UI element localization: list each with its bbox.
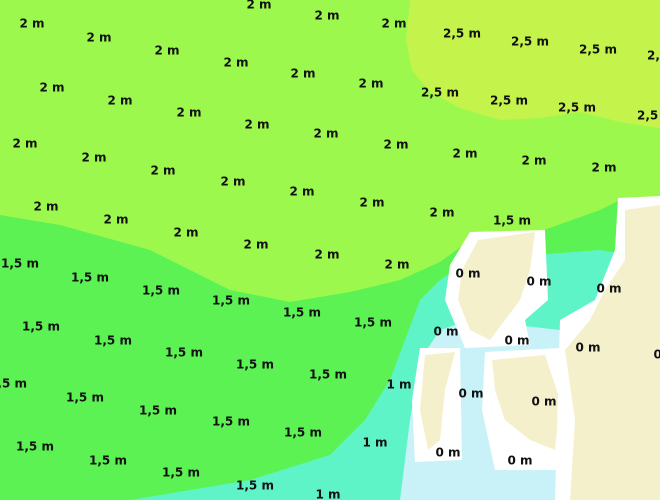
wave-height-label: 0 m (653, 348, 660, 362)
wave-height-label: 0 m (575, 341, 600, 355)
wave-height-label: 2 m (244, 118, 269, 132)
wave-height-label: 1 m (386, 378, 411, 392)
wave-height-label: 2 m (289, 185, 314, 199)
wave-height-label: 2 m (290, 67, 315, 81)
wave-height-label: 1 m (315, 488, 340, 500)
wave-height-label: 0 m (433, 325, 458, 339)
land (565, 205, 660, 500)
wave-height-label: 0 m (435, 446, 460, 460)
wave-height-label: 2 m (246, 0, 271, 12)
wave-height-label: 2 m (429, 206, 454, 220)
wave-height-label: 2 m (19, 17, 44, 31)
wave-height-label: 0 m (526, 275, 551, 289)
sea-2-5m (406, 0, 660, 128)
wave-height-label: 2,5 m (558, 101, 596, 115)
wave-height-label: 2 m (383, 138, 408, 152)
wave-height-label: 2,5 m (579, 43, 617, 57)
wave-height-label: 1,5 m (0, 377, 27, 391)
wave-height-label: 1,5 m (89, 454, 127, 468)
wave-height-label: 0 m (596, 282, 621, 296)
wave-height-label: 2 m (358, 77, 383, 91)
land (458, 232, 535, 340)
wave-height-label: 2 m (150, 164, 175, 178)
wave-height-label: 2,5 m (443, 27, 481, 41)
wave-height-label: 1,5 m (309, 368, 347, 382)
wave-height-label: 1,5 m (354, 316, 392, 330)
wave-height-label: 2 m (154, 44, 179, 58)
wave-height-label: 2 m (12, 137, 37, 151)
wave-height-label: 2 m (39, 81, 64, 95)
wave-height-label: 2 m (243, 238, 268, 252)
wave-height-label: 2 m (220, 175, 245, 189)
wave-height-label: 2,5 m (511, 35, 549, 49)
wave-height-label: 1,5 m (493, 214, 531, 228)
wave-height-label: 2,5 m (637, 109, 660, 123)
wave-height-label: 2 m (314, 9, 339, 23)
wave-height-label: 0 m (531, 395, 556, 409)
wave-height-label: 1,5 m (16, 440, 54, 454)
wave-height-label: 1,5 m (236, 358, 274, 372)
wave-height-label: 1,5 m (283, 306, 321, 320)
land (420, 352, 455, 450)
land (492, 355, 560, 450)
wave-height-label: 1,5 m (71, 271, 109, 285)
wave-height-label: 2 m (452, 147, 477, 161)
wave-height-label: 2 m (591, 161, 616, 175)
wave-height-label: 2,5 m (647, 49, 660, 63)
wave-height-label: 1,5 m (1, 257, 39, 271)
wave-height-label: 1,5 m (139, 404, 177, 418)
wave-height-label: 0 m (455, 267, 480, 281)
wave-height-label: 1,5 m (212, 415, 250, 429)
wave-height-label: 2 m (33, 200, 58, 214)
wave-height-label: 1,5 m (94, 334, 132, 348)
wave-height-label: 1,5 m (22, 320, 60, 334)
wave-height-label: 1,5 m (212, 294, 250, 308)
wave-height-label: 2 m (521, 154, 546, 168)
wave-height-label: 1,5 m (66, 391, 104, 405)
wave-height-label: 2 m (359, 196, 384, 210)
wave-height-label: 2,5 m (421, 86, 459, 100)
wave-height-label: 2 m (381, 17, 406, 31)
wave-height-label: 1,5 m (165, 346, 203, 360)
wave-height-label: 0 m (504, 334, 529, 348)
wave-height-label: 0 m (458, 387, 483, 401)
wave-height-label: 1,5 m (162, 466, 200, 480)
wave-height-label: 2 m (314, 248, 339, 262)
wave-height-label: 2 m (107, 94, 132, 108)
wave-height-label: 1 m (362, 436, 387, 450)
wave-height-label: 2 m (176, 106, 201, 120)
wave-height-label: 2 m (223, 56, 248, 70)
wave-height-label: 0 m (507, 454, 532, 468)
wave-height-label: 1,5 m (284, 426, 322, 440)
wave-height-label: 2 m (384, 258, 409, 272)
wave-height-label: 1,5 m (236, 479, 274, 493)
wave-height-label: 2 m (103, 213, 128, 227)
wave-height-label: 2 m (86, 31, 111, 45)
wave-height-label: 1,5 m (142, 284, 180, 298)
wave-height-label: 2 m (173, 226, 198, 240)
wave-height-label: 2,5 m (490, 94, 528, 108)
wave-height-label: 2 m (313, 127, 338, 141)
wave-height-label: 2 m (81, 151, 106, 165)
